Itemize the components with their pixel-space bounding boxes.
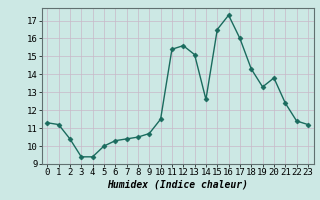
X-axis label: Humidex (Indice chaleur): Humidex (Indice chaleur) — [107, 180, 248, 190]
